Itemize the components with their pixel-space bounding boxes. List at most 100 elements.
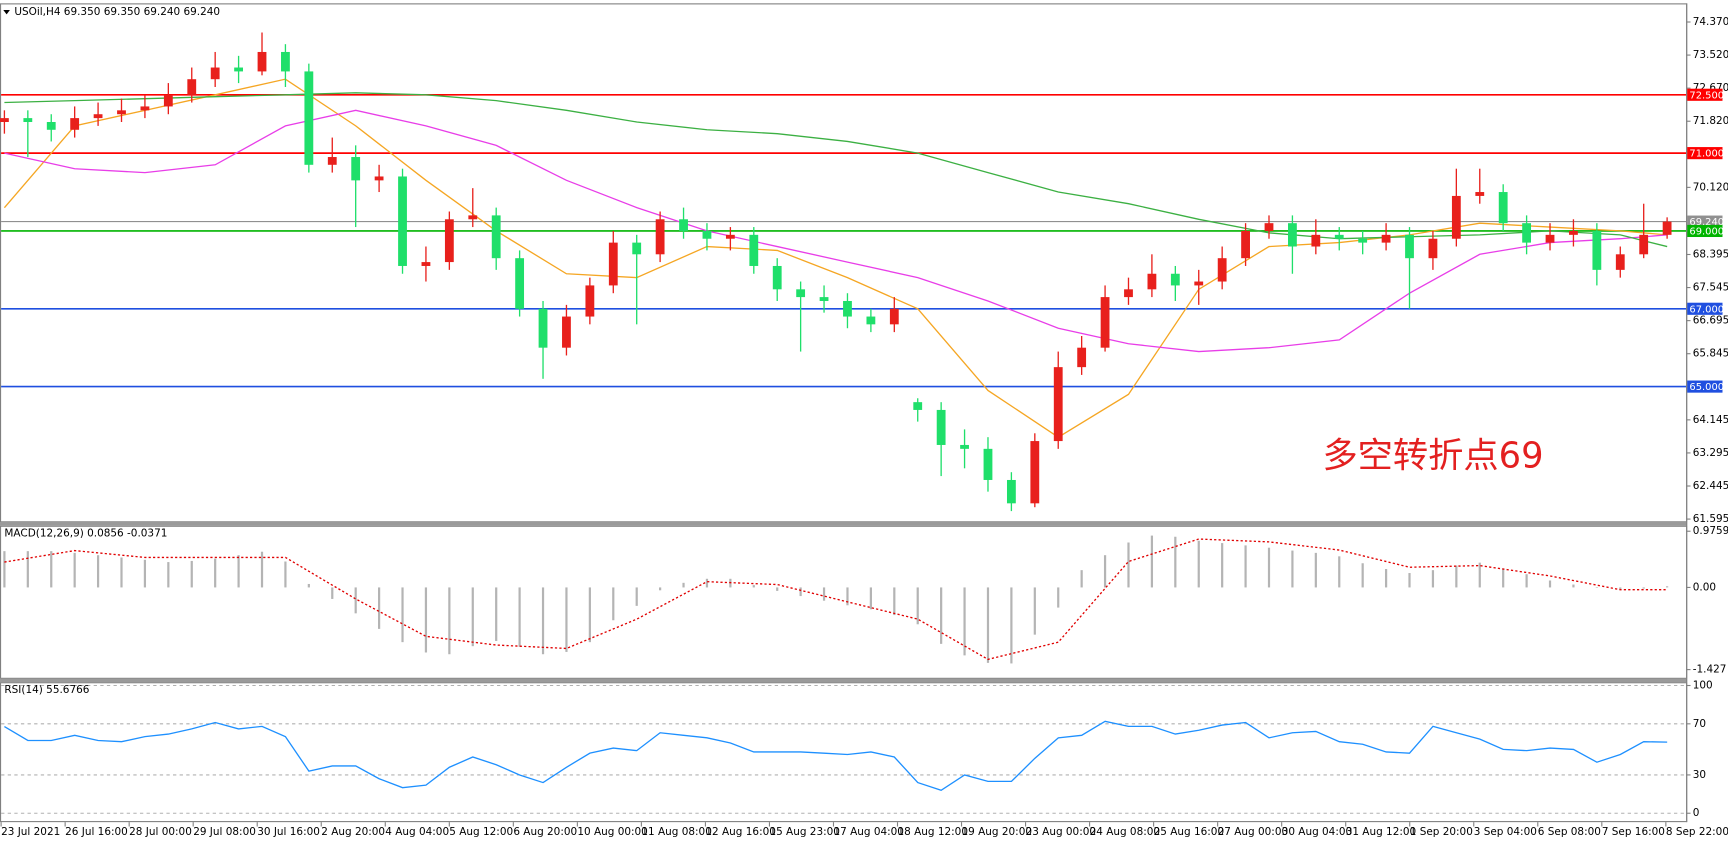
candle-body	[468, 215, 478, 220]
macd-bar	[190, 560, 193, 588]
macd-bar	[635, 587, 638, 606]
level-tag	[1687, 380, 1723, 393]
candle-body	[163, 94, 173, 107]
candle-body	[866, 316, 876, 325]
macd-title: MACD(12,26,9) 0.0856 -0.0371	[4, 527, 167, 539]
macd-bar	[1408, 573, 1411, 588]
y-tick-label: 74.370	[1693, 16, 1728, 28]
candle-body	[281, 51, 290, 72]
y-tick-label: -1.427	[1693, 664, 1727, 676]
candle-body	[562, 316, 571, 348]
candle-body	[1428, 238, 1438, 259]
x-tick-label: 24 Aug 08:00	[1090, 826, 1160, 838]
candle-body	[1194, 281, 1204, 286]
candle-body	[1241, 230, 1250, 259]
candle-body	[1569, 230, 1578, 235]
x-tick-label: 1 Sep 20:00	[1410, 826, 1473, 838]
candle-body	[913, 402, 923, 410]
macd-bar	[1080, 570, 1083, 588]
macd-bar	[705, 578, 709, 588]
macd-bar	[940, 587, 943, 644]
y-tick-label: 63.295	[1693, 447, 1728, 459]
candle-body	[538, 308, 548, 348]
level-tag-label: 69.000	[1689, 227, 1724, 238]
macd-bar	[752, 585, 755, 588]
rsi-title: RSI(14) 55.6766	[4, 684, 89, 696]
x-tick-label: 28 Jul 00:00	[129, 826, 192, 838]
x-tick-label: 29 Jul 08:00	[193, 826, 256, 838]
annotation: 多空转折点69	[1322, 435, 1543, 476]
x-tick-label: 7 Sep 16:00	[1602, 826, 1665, 838]
macd-bar	[1666, 586, 1669, 588]
candle-body	[585, 285, 595, 317]
x-tick-label: 6 Aug 20:00	[513, 826, 577, 838]
x-tick-label: 8 Sep 22:00	[1666, 826, 1728, 838]
level-tag	[1687, 147, 1723, 160]
candle-body	[1264, 223, 1274, 231]
candle-body	[117, 110, 126, 115]
y-tick-label: 65.845	[1693, 348, 1728, 360]
macd-bar	[214, 558, 217, 588]
macd-bar	[963, 587, 966, 656]
candle-body	[444, 219, 454, 263]
macd-bar	[1150, 535, 1154, 588]
x-tick-label: 12 Aug 16:00	[705, 826, 775, 838]
macd-bar	[1127, 542, 1130, 588]
y-tick-label: 72.670	[1693, 82, 1728, 94]
panel-separator	[0, 678, 1688, 683]
candle-body	[796, 289, 806, 298]
candle-body	[1334, 234, 1344, 239]
macd-bar	[1431, 570, 1435, 588]
candle-body	[1006, 479, 1016, 504]
candle-body	[1545, 234, 1555, 243]
candle-body	[210, 67, 220, 80]
candle-body	[351, 157, 361, 181]
y-tick-label: 73.520	[1693, 49, 1728, 61]
macd-bar	[1595, 587, 1598, 588]
candle-body	[632, 242, 642, 255]
candle-body	[234, 67, 243, 72]
y-tick-label: 70.120	[1693, 181, 1728, 193]
macd-bar	[237, 555, 240, 588]
macd-bar	[26, 551, 29, 588]
macd-bar	[869, 587, 872, 610]
candle-body	[1147, 273, 1157, 290]
macd-bar	[822, 587, 826, 601]
candle-body	[93, 114, 103, 119]
macd-bar	[682, 582, 685, 588]
candle-body	[374, 176, 384, 181]
candle-body	[1100, 297, 1110, 348]
macd-bar	[354, 587, 357, 614]
macd-bar	[1197, 540, 1200, 588]
macd-bar	[1057, 587, 1060, 608]
candle-body	[304, 71, 314, 165]
macd-bar	[518, 587, 521, 647]
candle-body	[1288, 223, 1297, 247]
candle-body	[491, 215, 501, 259]
x-tick-label: 15 Aug 23:00	[769, 826, 839, 838]
candle-body	[819, 297, 829, 301]
x-tick-label: 2 Aug 20:00	[321, 826, 385, 838]
macd-bar	[401, 587, 404, 643]
level-tag	[1687, 224, 1723, 238]
macd-bar	[1361, 563, 1364, 588]
x-tick-label: 26 Jul 16:00	[65, 826, 128, 838]
macd-bar	[378, 587, 381, 629]
y-tick-label: 0.00	[1693, 581, 1716, 593]
x-tick-label: 25 Aug 16:00	[1154, 826, 1224, 838]
candle-body	[70, 118, 80, 130]
menu-arrow[interactable]	[3, 9, 10, 15]
y-tick-label: 67.545	[1693, 282, 1728, 294]
macd-bar	[1502, 568, 1505, 588]
y-tick-label: 64.145	[1693, 414, 1728, 426]
candle-body	[23, 118, 33, 123]
candle-body	[608, 242, 618, 286]
macd-bar	[1525, 574, 1528, 588]
macd-bar	[1548, 580, 1552, 588]
macd-bar	[1033, 587, 1036, 635]
x-tick-label: 31 Aug 12:00	[1346, 826, 1416, 838]
y-tick-label: 62.445	[1693, 480, 1728, 492]
candle-body	[679, 219, 688, 231]
x-tick-label: 4 Aug 04:00	[385, 826, 449, 838]
